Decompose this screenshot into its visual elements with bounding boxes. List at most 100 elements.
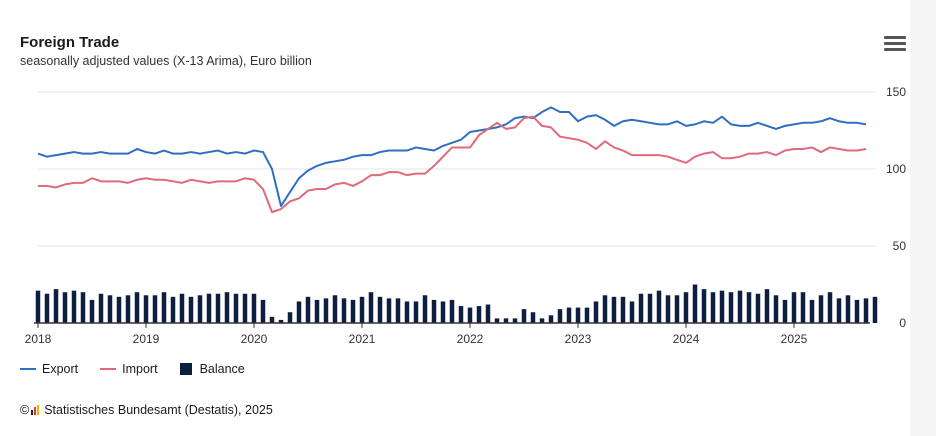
balance-bar — [611, 296, 617, 323]
balance-bar — [782, 299, 788, 323]
x-tick-label: 2020 — [241, 332, 268, 346]
balance-bar — [521, 309, 527, 323]
balance-bar — [647, 293, 653, 323]
balance-bar — [80, 292, 86, 323]
balance-bar — [512, 318, 518, 323]
balance-bar — [584, 307, 590, 323]
balance-bar — [89, 299, 95, 323]
balance-bar — [863, 298, 869, 323]
balance-bar — [296, 301, 302, 323]
balance-bar — [656, 290, 662, 323]
legend-item-import[interactable]: Import — [100, 362, 158, 376]
balance-bar — [494, 318, 500, 323]
balance-bar — [107, 295, 113, 323]
balance-bar — [773, 295, 779, 323]
balance-bar — [71, 290, 77, 323]
balance-bar — [791, 292, 797, 323]
balance-bar — [377, 296, 383, 323]
balance-bar — [764, 289, 770, 323]
balance-bar — [233, 293, 239, 323]
balance-bar — [458, 306, 464, 323]
y-axis: 0 50 100 150 — [886, 85, 906, 330]
balance-bar — [224, 292, 230, 323]
balance-bar — [836, 298, 842, 323]
balance-bar — [395, 298, 401, 323]
legend-item-export[interactable]: Export — [20, 362, 78, 376]
hamburger-menu-icon-bar — [884, 48, 906, 51]
x-axis: 2018 2019 2020 2021 2022 2023 2024 2025 — [25, 322, 870, 346]
balance-bar — [566, 307, 572, 323]
import-swatch — [100, 368, 117, 370]
legend-item-balance[interactable]: Balance — [179, 362, 245, 376]
balance-bar — [593, 301, 599, 323]
balance-bar — [809, 299, 815, 323]
balance-bar — [323, 298, 329, 323]
y-tick-label: 0 — [899, 316, 906, 330]
balance-bar — [872, 296, 878, 323]
source-credit: © Statistisches Bundesamt (Destatis), 20… — [20, 403, 273, 417]
balance-bar — [197, 295, 203, 323]
chart-subtitle: seasonally adjusted values (X-13 Arima),… — [20, 54, 312, 68]
destatis-logo-icon — [31, 405, 40, 415]
balance-bar — [404, 301, 410, 323]
chart-title: Foreign Trade — [20, 34, 120, 51]
y-tick-label: 100 — [886, 162, 906, 176]
balance-bar — [620, 296, 626, 323]
balance-bar — [314, 299, 320, 323]
balance-bar — [278, 319, 284, 323]
credit-text: Statistisches Bundesamt (Destatis), 2025 — [44, 403, 273, 417]
balance-bar — [431, 299, 437, 323]
balance-swatch — [179, 363, 192, 375]
balance-bar — [827, 292, 833, 323]
legend-label-balance: Balance — [199, 362, 245, 376]
balance-bar — [476, 306, 482, 323]
balance-bar — [602, 295, 608, 323]
balance-bar — [287, 312, 293, 323]
balance-bar — [440, 301, 446, 323]
balance-bar — [746, 292, 752, 323]
balance-bar — [575, 307, 581, 323]
balance-bar — [638, 293, 644, 323]
balance-bar — [692, 284, 698, 323]
y-tick-label: 50 — [893, 239, 907, 253]
series-line-export — [37, 106, 867, 207]
balance-bar — [449, 299, 455, 323]
balance-bar — [467, 307, 473, 323]
balance-bar — [368, 292, 374, 323]
x-tick-label: 2019 — [133, 332, 160, 346]
balance-bar — [161, 292, 167, 323]
page-edge — [910, 0, 936, 436]
x-tick-label: 2023 — [565, 332, 592, 346]
balance-bar — [269, 316, 275, 323]
balance-bar — [386, 298, 392, 323]
chart-menu-button[interactable] — [884, 36, 906, 52]
balance-bar — [350, 299, 356, 323]
balance-bar — [422, 295, 428, 323]
balance-bar — [854, 299, 860, 323]
balance-bar — [206, 293, 212, 323]
export-swatch — [20, 368, 36, 370]
copyright-symbol: © — [20, 403, 30, 417]
x-tick-label: 2021 — [349, 332, 376, 346]
legend: Export Import Balance — [20, 362, 267, 376]
balance-bar — [53, 289, 59, 323]
legend-label-export: Export — [42, 362, 79, 376]
hamburger-menu-icon — [884, 36, 906, 39]
balance-bar — [179, 293, 185, 323]
balance-bar — [305, 296, 311, 323]
balance-bar — [332, 295, 338, 323]
y-tick-label: 150 — [886, 85, 906, 99]
x-tick-label: 2022 — [457, 332, 484, 346]
balance-bar — [341, 298, 347, 323]
x-tick-label: 2025 — [781, 332, 808, 346]
balance-bar — [728, 292, 734, 323]
balance-bar — [143, 295, 149, 323]
balance-bar — [359, 296, 365, 323]
balance-bar — [710, 292, 716, 323]
balance-bar — [503, 318, 509, 323]
balance-bar — [116, 296, 122, 323]
balance-bar — [170, 296, 176, 323]
balance-bar — [35, 290, 41, 323]
x-tick-label: 2018 — [25, 332, 52, 346]
